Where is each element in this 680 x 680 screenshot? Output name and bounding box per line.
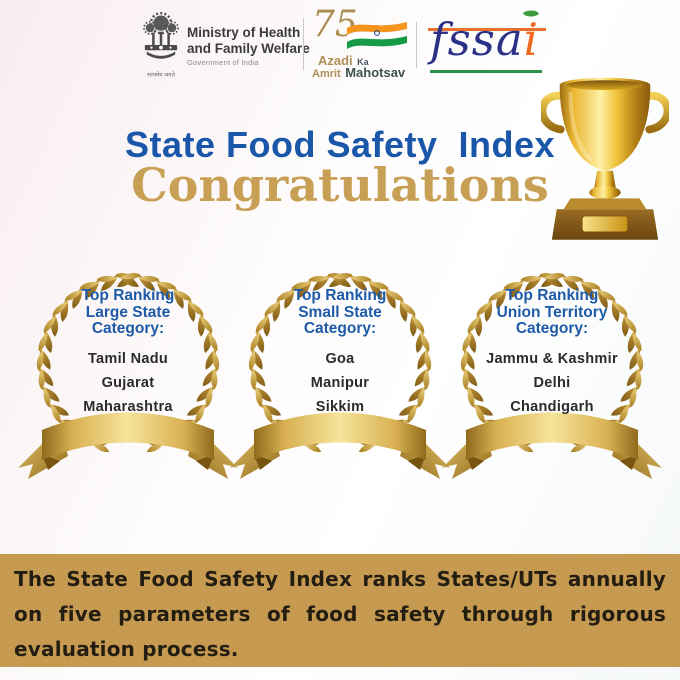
category-heading-line: Category:	[515, 320, 589, 337]
winner-state: Maharashtra	[83, 398, 173, 415]
ministry-text-block: Ministry of Health and Family Welfare Go…	[187, 25, 310, 67]
india-flag-icon	[346, 22, 408, 49]
category-heading-line: Category:	[303, 320, 377, 337]
winner-state: Tamil Nadu	[87, 350, 169, 367]
winner-state: Delhi	[533, 374, 571, 391]
azadi-mahotsav-word: Mahotsav	[345, 65, 406, 80]
india-national-emblem-icon: सत्यमेव जयते	[143, 11, 179, 78]
ministry-name-line2: and Family Welfare	[187, 40, 310, 56]
ministry-name-line1: Ministry of Health	[187, 25, 301, 40]
winner-state: Sikkim	[315, 398, 365, 415]
azadi-word: Azadi	[318, 53, 353, 68]
category-heading-line: Category:	[91, 320, 165, 337]
fssai-i-letter: i	[523, 13, 540, 66]
category-heading-line: Small State	[298, 303, 382, 321]
winner-state: Manipur	[310, 374, 370, 391]
trophy-icon	[541, 77, 669, 240]
winner-state: Chandigarh	[510, 398, 594, 415]
winner-state: Jammu & Kashmir	[486, 350, 618, 367]
congratulations-heading: Congratulations	[131, 158, 549, 212]
azadi-ka-word: Ka	[357, 57, 369, 67]
category-heading-line: Top Ranking	[505, 287, 599, 304]
fssai-orange-rule	[428, 28, 546, 31]
header-divider	[303, 18, 304, 70]
category-heading-line: Union Territory	[496, 303, 608, 321]
laurel-wreath-icon	[442, 271, 662, 479]
winner-state: Gujarat	[101, 374, 155, 391]
fssai-logo: fssai	[428, 6, 548, 78]
azadi-ka-amrit-mahotsav-logo: 75 Azadi Ka Amrit Mahotsav	[310, 4, 412, 80]
category-card-large-state: Top Ranking Large State Category: Tamil …	[18, 264, 238, 484]
category-heading-line: Top Ranking	[81, 287, 175, 304]
category-card-union-territory: Top Ranking Union Territory Category: Ja…	[442, 264, 662, 484]
laurel-wreath-icon	[230, 271, 450, 479]
header-divider	[416, 22, 417, 68]
page-title: State Food Safety Index	[124, 124, 556, 165]
laurel-wreath-icon	[18, 271, 238, 479]
azadi-amrit-word: Amrit	[312, 68, 341, 80]
footer-banner: The State Food Safety Index ranks States…	[0, 554, 680, 667]
emblem-motto: सत्यमेव जयते	[147, 70, 175, 78]
winner-state: Goa	[325, 350, 355, 367]
category-card-small-state: Top Ranking Small State Category: Goa Ma…	[230, 264, 450, 484]
footer-description: The State Food Safety Index ranks States…	[14, 567, 666, 661]
fssai-wordmark: fssa	[430, 13, 524, 66]
fssai-green-rule	[430, 70, 542, 73]
category-heading-line: Top Ranking	[293, 287, 387, 304]
ministry-subline: Government of India	[187, 58, 259, 67]
category-heading-line: Large State	[85, 303, 171, 321]
